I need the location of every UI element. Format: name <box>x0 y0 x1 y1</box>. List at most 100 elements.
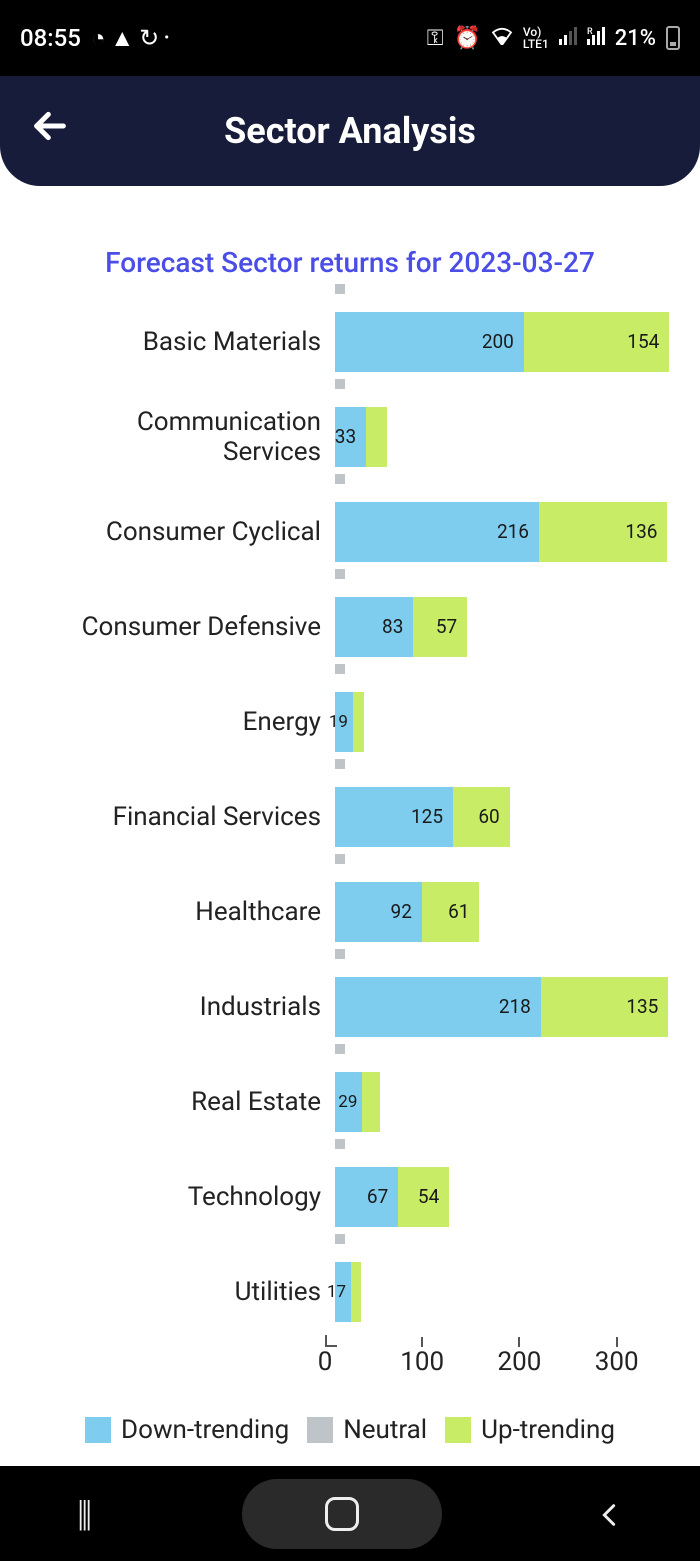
legend-down-label: Down-trending <box>121 1415 289 1445</box>
up-segment <box>353 692 364 752</box>
neutral-stub <box>335 854 345 864</box>
chart-card: Forecast Sector returns for 2023-03-27 B… <box>25 246 675 1445</box>
legend-down-swatch <box>85 1417 111 1443</box>
alarm-icon: ⏰ <box>453 26 480 51</box>
row-label: Energy <box>35 707 335 737</box>
legend-neutral-label: Neutral <box>343 1415 427 1445</box>
chart-row: Consumer Defensive8357 <box>35 579 675 674</box>
up-segment: 60 <box>453 787 510 847</box>
axis-tick: 100 <box>400 1347 444 1377</box>
row-bars: 19 <box>335 692 675 752</box>
neutral-stub <box>335 1234 345 1244</box>
down-segment: 19 <box>335 692 353 752</box>
down-segment: 29 <box>335 1072 362 1132</box>
down-segment: 92 <box>335 882 422 942</box>
legend-neutral-swatch <box>307 1417 333 1443</box>
page-title: Sector Analysis <box>70 110 630 152</box>
wifi-icon <box>491 26 513 51</box>
warning-icon: ▲ <box>110 24 134 53</box>
sync-icon: ↻ <box>139 24 159 52</box>
up-segment <box>362 1072 380 1132</box>
neutral-stub <box>335 569 345 579</box>
row-bars: 9261 <box>335 882 675 942</box>
chart-row: Real Estate29 <box>35 1054 675 1149</box>
nav-recent-button[interactable]: ||| <box>77 1493 89 1535</box>
up-segment: 57 <box>413 597 467 657</box>
battery-icon <box>666 26 680 50</box>
neutral-stub <box>335 1044 345 1054</box>
down-segment: 17 <box>335 1262 351 1322</box>
row-label: Consumer Defensive <box>35 612 335 642</box>
android-nav-bar: ||| <box>0 1466 700 1561</box>
row-bars: 33 <box>335 407 675 467</box>
row-bars: 29 <box>335 1072 675 1132</box>
chart-row: Financial Services12560 <box>35 769 675 864</box>
x-axis: 0 100 200 300 <box>25 1347 675 1387</box>
status-left-icons: ◔ ▲ ↻ • <box>91 24 169 53</box>
axis-tick: 0 <box>318 1347 333 1377</box>
up-segment: 154 <box>524 312 669 372</box>
signal1-icon <box>559 26 577 51</box>
row-bars: 216136 <box>335 502 675 562</box>
axis-tick: 200 <box>498 1347 542 1377</box>
up-segment: 61 <box>422 882 480 942</box>
down-segment: 83 <box>335 597 413 657</box>
legend-up-label: Up-trending <box>481 1415 615 1445</box>
battery-pct: 21% <box>615 26 656 51</box>
down-segment: 33 <box>335 407 366 467</box>
up-segment <box>366 407 387 467</box>
legend-neutral: Neutral <box>307 1415 427 1445</box>
neutral-stub <box>335 759 345 769</box>
neutral-stub <box>335 379 345 389</box>
down-segment: 67 <box>335 1167 398 1227</box>
chart-row: Consumer Cyclical216136 <box>35 484 675 579</box>
row-label: Communication Services <box>35 407 335 467</box>
content-area: Forecast Sector returns for 2023-03-27 B… <box>0 186 700 1445</box>
circle-icon: ◔ <box>91 24 106 53</box>
down-segment: 125 <box>335 787 453 847</box>
chart-row: Healthcare9261 <box>35 864 675 959</box>
legend-up-swatch <box>445 1417 471 1443</box>
chart-row: Industrials218135 <box>35 959 675 1054</box>
row-label: Technology <box>35 1182 335 1212</box>
chart-row: Communication Services33 <box>35 389 675 484</box>
up-segment: 54 <box>398 1167 449 1227</box>
legend-up: Up-trending <box>445 1415 615 1445</box>
row-label: Consumer Cyclical <box>35 517 335 547</box>
row-bars: 17 <box>335 1262 675 1322</box>
chart-row: Basic Materials200154 <box>35 294 675 389</box>
row-label: Industrials <box>35 992 335 1022</box>
row-label: Financial Services <box>35 802 335 832</box>
chart-row: Technology6754 <box>35 1149 675 1244</box>
row-bars: 8357 <box>335 597 675 657</box>
nav-back-button[interactable] <box>595 1488 623 1540</box>
neutral-stub <box>335 284 345 294</box>
dot-icon: • <box>164 30 169 46</box>
chart-title: Forecast Sector returns for 2023-03-27 <box>25 246 675 279</box>
neutral-stub <box>335 1139 345 1149</box>
axis-tick: 300 <box>595 1347 639 1377</box>
up-segment: 135 <box>541 977 669 1037</box>
neutral-stub <box>335 664 345 674</box>
down-segment: 200 <box>335 312 524 372</box>
row-bars: 218135 <box>335 977 675 1037</box>
chart-row: Utilities17 <box>35 1244 675 1339</box>
status-time: 08:55 <box>20 24 81 52</box>
neutral-stub <box>335 474 345 484</box>
row-bars: 6754 <box>335 1167 675 1227</box>
status-bar: 08:55 ◔ ▲ ↻ • ⚿ ⏰ Vo)LTE1 R 21% <box>0 0 700 76</box>
row-label: Basic Materials <box>35 327 335 357</box>
legend: Down-trending Neutral Up-trending <box>25 1415 675 1445</box>
up-segment <box>351 1262 361 1322</box>
vpn-icon: ⚿ <box>427 26 444 51</box>
chart-row: Energy19 <box>35 674 675 769</box>
nav-home-button[interactable] <box>242 1479 442 1549</box>
neutral-stub <box>335 949 345 959</box>
down-segment: 216 <box>335 502 539 562</box>
row-label: Utilities <box>35 1277 335 1307</box>
back-button[interactable] <box>30 106 70 156</box>
row-bars: 12560 <box>335 787 675 847</box>
signal2-icon: R <box>587 26 605 51</box>
row-bars: 200154 <box>335 312 675 372</box>
down-segment: 218 <box>335 977 541 1037</box>
